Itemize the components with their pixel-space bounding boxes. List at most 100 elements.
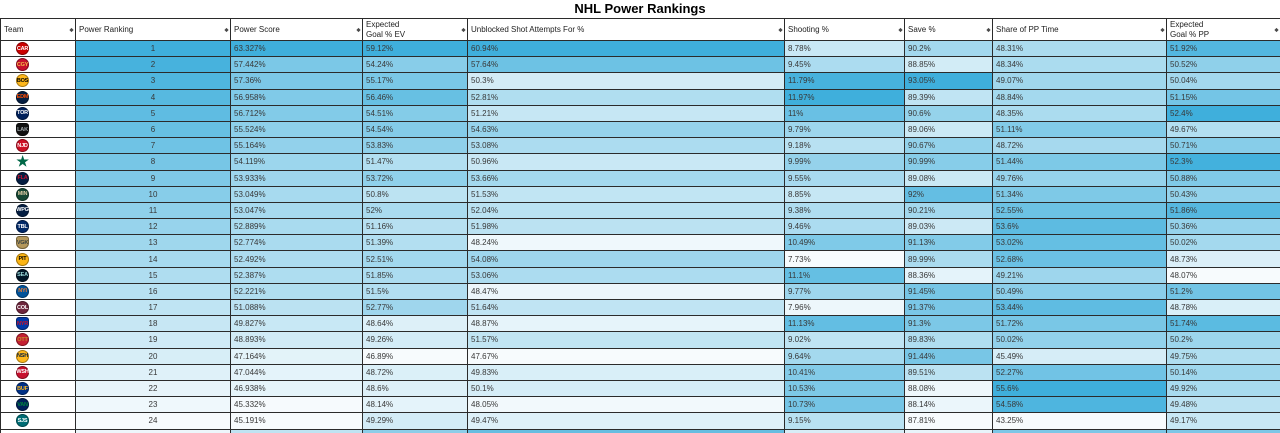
table-header-row: Team Power Ranking Power Score Expected Goa… bbox=[1, 19, 1280, 41]
cell-xg_pp: 51.15% bbox=[1167, 89, 1280, 106]
cell-usat: 51.53% bbox=[468, 186, 785, 203]
cell-save: 90.67% bbox=[905, 138, 993, 155]
cell-usat: 60.94% bbox=[468, 41, 785, 58]
cell-pp_time: 51.44% bbox=[993, 154, 1167, 171]
cell-rank: 1 bbox=[76, 41, 231, 58]
cell-pp_time: 52.55% bbox=[993, 202, 1167, 220]
cell-usat: 52.81% bbox=[468, 89, 785, 106]
table-row: CAR 1 63.327% 59.12% 60.94% 8.78% 90.2% 48.31% 5… bbox=[1, 41, 1280, 58]
cell-xg_ev: 59.12% bbox=[363, 41, 468, 58]
cell-save: 88.08% bbox=[905, 380, 993, 398]
table-row: NJD 7 55.164% 53.83% 53.08% 9.18% 90.67% 48.72%… bbox=[1, 138, 1280, 155]
cell-team: BOS bbox=[1, 73, 76, 90]
cell-partial bbox=[785, 429, 905, 433]
sort-icon[interactable] bbox=[356, 27, 361, 32]
cell-xg_ev: 48.64% bbox=[363, 316, 468, 333]
table-row: FLA 9 53.933% 53.72% 53.66% 9.55% 89.08% 49.76%… bbox=[1, 170, 1280, 187]
cell-power_score: 45.191% bbox=[231, 413, 363, 430]
cell-usat: 51.21% bbox=[468, 105, 785, 122]
sort-icon[interactable] bbox=[224, 27, 229, 32]
cell-rank: 8 bbox=[76, 154, 231, 171]
cell-shooting: 9.15% bbox=[785, 413, 905, 430]
column-header-pp_time[interactable]: Share of PP Time bbox=[993, 19, 1167, 41]
column-header-rank[interactable]: Power Ranking bbox=[76, 19, 231, 41]
cell-shooting: 9.45% bbox=[785, 57, 905, 74]
sort-icon[interactable] bbox=[898, 27, 903, 32]
column-header-power_score[interactable]: Power Score bbox=[231, 19, 363, 41]
cell-power_score: 51.088% bbox=[231, 300, 363, 317]
sort-icon[interactable] bbox=[69, 27, 74, 32]
team-logo-icon: EDM bbox=[16, 90, 29, 104]
column-header-usat[interactable]: Unblocked Shot Attempts For % bbox=[468, 19, 785, 41]
cell-xg_ev: 55.17% bbox=[363, 73, 468, 90]
cell-pp_time: 55.6% bbox=[993, 380, 1167, 398]
column-header-shooting[interactable]: Shooting % bbox=[785, 19, 905, 41]
cell-xg_pp: 52.4% bbox=[1167, 105, 1280, 122]
sort-icon[interactable] bbox=[1160, 27, 1165, 32]
team-logo-icon: CGY bbox=[16, 58, 29, 72]
column-header-team[interactable]: Team bbox=[1, 19, 76, 41]
table-row: VAN 23 45.332% 48.14% 48.05% 10.73% 88.14% 54.5… bbox=[1, 397, 1280, 414]
cell-save: 90.21% bbox=[905, 202, 993, 220]
column-header-xg_pp[interactable]: Expected Goal % PP bbox=[1167, 19, 1280, 41]
cell-team: VGK bbox=[1, 235, 76, 252]
cell-pp_time: 51.34% bbox=[993, 186, 1167, 203]
cell-pp_time: 51.11% bbox=[993, 121, 1167, 139]
sort-icon[interactable] bbox=[986, 27, 991, 32]
cell-shooting: 7.96% bbox=[785, 300, 905, 317]
cell-shooting: 11.1% bbox=[785, 267, 905, 284]
cell-usat: 54.63% bbox=[468, 121, 785, 139]
cell-partial bbox=[993, 429, 1167, 433]
cell-power_score: 47.044% bbox=[231, 364, 363, 381]
sort-icon[interactable] bbox=[461, 27, 466, 32]
cell-power_score: 56.712% bbox=[231, 105, 363, 122]
team-logo-icon: NJD bbox=[16, 139, 29, 153]
sort-icon[interactable] bbox=[1274, 27, 1279, 32]
cell-xg_pp: 49.92% bbox=[1167, 380, 1280, 398]
column-header-label: Power Ranking bbox=[79, 24, 134, 34]
team-logo-icon: LAK bbox=[16, 123, 29, 137]
table-row: NSH 20 47.164% 46.89% 47.67% 9.64% 91.44% 45.49… bbox=[1, 348, 1280, 365]
cell-usat: 48.87% bbox=[468, 316, 785, 333]
cell-xg_ev: 48.72% bbox=[363, 364, 468, 381]
cell-save: 89.99% bbox=[905, 251, 993, 268]
team-logo-icon: WPG bbox=[16, 203, 29, 217]
sort-icon[interactable] bbox=[778, 27, 783, 32]
table-body: CAR 1 63.327% 59.12% 60.94% 8.78% 90.2% 48.31% 5… bbox=[1, 41, 1280, 433]
cell-usat: 50.1% bbox=[468, 380, 785, 398]
table-row: WPG 11 53.047% 52% 52.04% 9.38% 90.21% 52.55% 51… bbox=[1, 202, 1280, 220]
column-header-xg_ev[interactable]: Expected Goal % EV bbox=[363, 19, 468, 41]
cell-partial bbox=[1167, 429, 1280, 433]
cell-usat: 53.08% bbox=[468, 138, 785, 155]
team-logo-icon: VAN bbox=[16, 398, 29, 412]
column-header-label: Expected Goal % PP bbox=[1170, 19, 1210, 39]
table-row: OTT 19 48.893% 49.26% 51.57% 9.02% 89.83% 50.02… bbox=[1, 332, 1280, 349]
column-header-label: Power Score bbox=[234, 24, 280, 34]
table-row: EDM 4 56.958% 56.46% 52.81% 11.97% 89.39% 48.84… bbox=[1, 89, 1280, 106]
cell-save: 88.14% bbox=[905, 397, 993, 414]
cell-team: TOR bbox=[1, 105, 76, 122]
cell-rank: 18 bbox=[76, 316, 231, 333]
cell-team: PIT bbox=[1, 251, 76, 268]
cell-save: 90.6% bbox=[905, 105, 993, 122]
cell-xg_ev: 50.8% bbox=[363, 186, 468, 203]
cell-xg_ev: 49.29% bbox=[363, 413, 468, 430]
cell-pp_time: 48.72% bbox=[993, 138, 1167, 155]
cell-pp_time: 49.07% bbox=[993, 73, 1167, 90]
cell-xg_ev: 52.51% bbox=[363, 251, 468, 268]
cell-xg_pp: 48.07% bbox=[1167, 267, 1280, 284]
cell-pp_time: 50.02% bbox=[993, 332, 1167, 349]
cell-save: 90.2% bbox=[905, 41, 993, 58]
cell-power_score: 52.774% bbox=[231, 235, 363, 252]
cell-power_score: 57.442% bbox=[231, 57, 363, 74]
cell-xg_pp: 49.75% bbox=[1167, 348, 1280, 365]
column-header-label: Unblocked Shot Attempts For % bbox=[471, 24, 585, 34]
cell-pp_time: 48.31% bbox=[993, 41, 1167, 58]
cell-shooting: 11.13% bbox=[785, 316, 905, 333]
cell-save: 91.45% bbox=[905, 283, 993, 300]
cell-shooting: 9.46% bbox=[785, 219, 905, 236]
cell-pp_time: 48.35% bbox=[993, 105, 1167, 122]
cell-xg_pp: 50.71% bbox=[1167, 138, 1280, 155]
cell-rank: 19 bbox=[76, 332, 231, 349]
column-header-save[interactable]: Save % bbox=[905, 19, 993, 41]
